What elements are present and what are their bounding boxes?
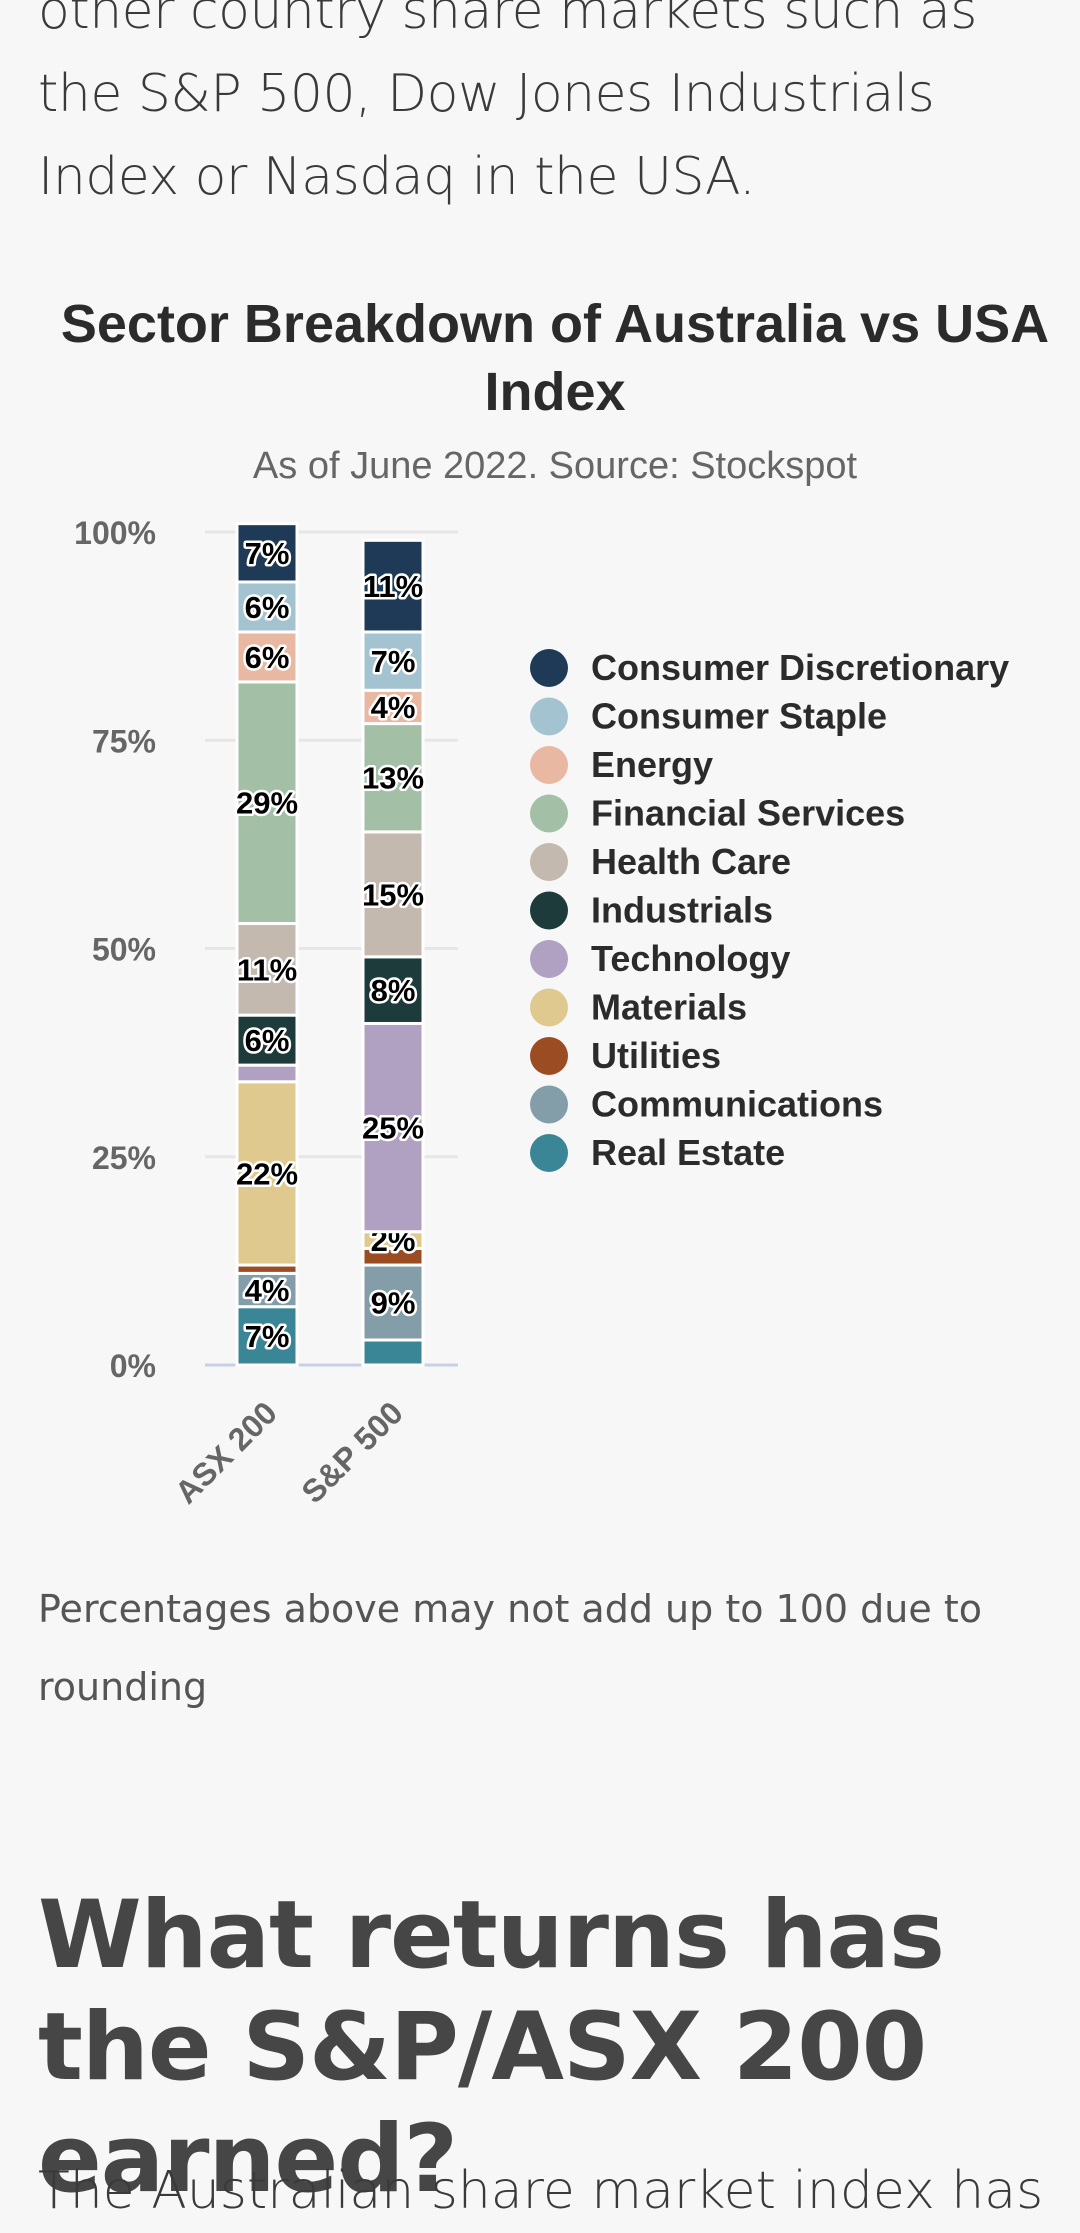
- legend-swatch: [530, 1037, 568, 1075]
- data-label: 7%: [371, 644, 416, 679]
- legend-label: Financial Services: [591, 793, 905, 834]
- data-label: 11%: [237, 952, 297, 987]
- legend-swatch: [530, 843, 568, 881]
- data-label: 29%: [236, 786, 298, 821]
- chart-subtitle: As of June 2022. Source: Stockspot: [252, 445, 858, 487]
- data-label: 11%: [363, 569, 423, 604]
- intro-paragraph: other country share markets such as the …: [38, 0, 977, 207]
- legend-label: Technology: [591, 938, 790, 979]
- data-label: 25%: [362, 1111, 424, 1146]
- y-tick-label: 25%: [92, 1140, 156, 1176]
- legend-label: Communications: [591, 1084, 883, 1125]
- data-label: 13%: [362, 761, 424, 796]
- data-label: 6%: [245, 590, 290, 625]
- legend-swatch: [530, 794, 568, 833]
- x-tick-label: S&P 500: [294, 1394, 410, 1510]
- legend-label: Consumer Staple: [591, 696, 887, 737]
- section-heading: What returns has the S&P/ASX 200 earned?: [38, 1881, 945, 2214]
- legend-label: Real Estate: [591, 1132, 785, 1173]
- bar-segment: [361, 1021, 425, 1234]
- bar-segment: [235, 522, 299, 584]
- y-tick-label: 100%: [74, 515, 156, 551]
- legend-label: Health Care: [591, 841, 791, 882]
- bar-segment: [361, 538, 425, 634]
- legend-swatch: [530, 697, 568, 736]
- chart-footnote: Percentages above may not add up to 100 …: [38, 1587, 982, 1709]
- legend-swatch: [530, 891, 568, 930]
- y-tick-label: 75%: [92, 723, 156, 759]
- data-label: 7%: [245, 536, 290, 571]
- legend-swatch: [530, 1134, 568, 1172]
- legend-label: Consumer Discretionary: [591, 647, 1009, 688]
- y-tick-label: 50%: [92, 932, 156, 968]
- bar-segment: [235, 1013, 299, 1067]
- data-label: 4%: [371, 690, 416, 725]
- legend-label: Utilities: [591, 1035, 721, 1076]
- sector-breakdown-chart: 0% 25% 50% 75% 100% 7% 4% 22% 6% 11% 29% 6% 6% 7% ASX …: [74, 515, 1009, 1511]
- data-label: 7%: [245, 1319, 290, 1354]
- legend-swatch: [530, 649, 568, 687]
- next-paragraph: The Australian share market index has: [38, 2161, 1044, 2221]
- bar-segment: [235, 1063, 299, 1084]
- legend-label: Industrials: [591, 890, 773, 931]
- bar-segment: [235, 1271, 299, 1309]
- legend-swatch: [530, 988, 568, 1027]
- data-label: 8%: [371, 973, 416, 1008]
- chart-title: Sector Breakdown of Australia vs USA Ind…: [60, 294, 1050, 422]
- data-label: 22%: [236, 1156, 298, 1191]
- x-tick-label: ASX 200: [168, 1394, 284, 1510]
- data-label: 6%: [245, 1023, 290, 1058]
- legend-swatch: [530, 1085, 568, 1124]
- legend-label: Energy: [591, 744, 713, 785]
- legend-swatch: [530, 940, 568, 978]
- bar-segment: [361, 1338, 425, 1367]
- bar-segment: [235, 922, 299, 1017]
- bar-segment: [361, 722, 425, 834]
- y-tick-label: 0%: [110, 1348, 156, 1384]
- data-label: 15%: [362, 877, 424, 912]
- legend-label: Materials: [591, 987, 747, 1028]
- data-label: 4%: [245, 1273, 290, 1308]
- data-label: 9%: [371, 1286, 416, 1321]
- bar-segment: [235, 680, 299, 926]
- bar-segment: [235, 1080, 299, 1267]
- data-label: 6%: [245, 640, 290, 675]
- legend-swatch: [530, 746, 568, 784]
